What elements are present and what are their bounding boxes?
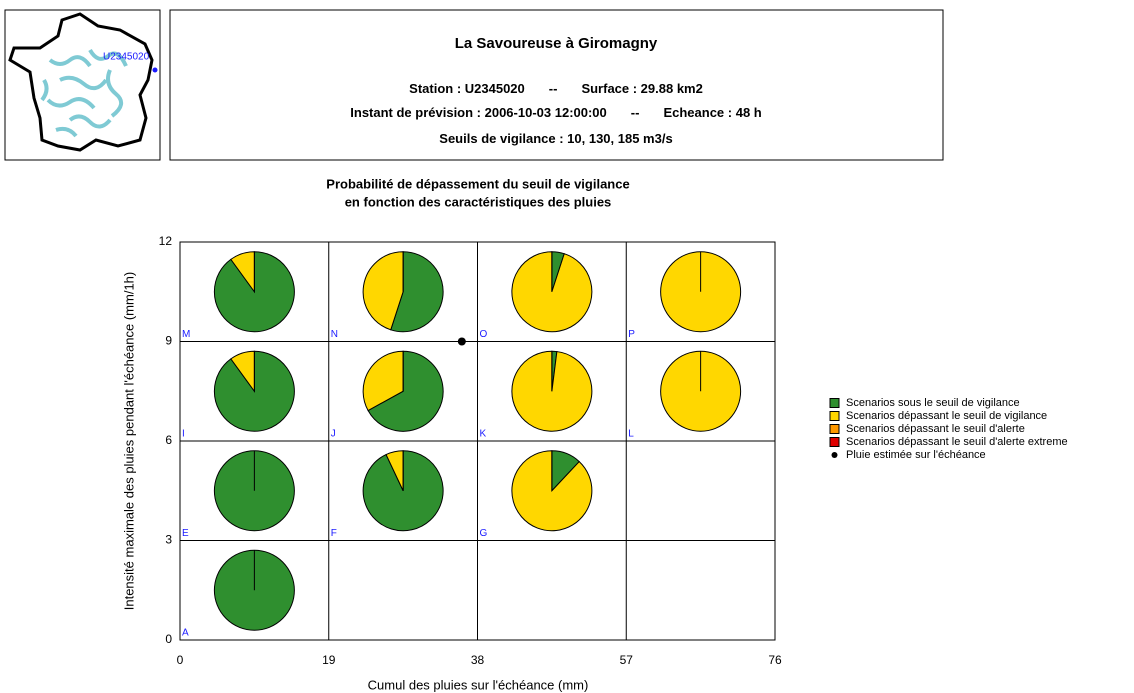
rain-point [457, 337, 466, 346]
cell-label: E [182, 528, 189, 539]
cell-label: P [628, 329, 635, 340]
cell-label: I [182, 429, 185, 440]
pie-slice [362, 350, 404, 412]
pie-slice [390, 251, 444, 333]
legend-label: Scenarios dépassant le seuil de vigilanc… [846, 410, 1047, 422]
map-label: U2345020 [103, 52, 150, 63]
header-part: Echeance : 48 h [663, 105, 761, 120]
header-line: Instant de prévision : 2006-10-03 12:00:… [350, 105, 762, 120]
pie-slice [362, 251, 404, 331]
pie-slice [367, 350, 444, 432]
france-map [8, 12, 158, 152]
y-tick-label: 3 [165, 533, 172, 547]
x-tick-label: 38 [471, 653, 485, 667]
header-line: Seuils de vigilance : 10, 130, 185 m3/s [439, 131, 672, 146]
cell-label: A [182, 628, 189, 639]
legend-swatch [829, 411, 840, 421]
cell-label: J [331, 429, 336, 440]
header-box [169, 9, 944, 161]
legend-label: Scenarios dépassant le seuil d'alerte ex… [846, 436, 1068, 448]
legend-point [831, 452, 838, 458]
header-part: -- [549, 81, 558, 96]
header-part: Station : U2345020 [409, 81, 525, 96]
y-tick-label: 9 [165, 334, 172, 348]
cell-label: O [480, 329, 488, 340]
plot-frame [179, 241, 776, 641]
chart-title: en fonction des caractéristiques des plu… [345, 194, 612, 209]
legend-swatch [829, 398, 840, 408]
y-tick-label: 0 [165, 632, 172, 646]
header-title: La Savoureuse à Giromagny [455, 35, 658, 52]
y-tick-label: 12 [159, 234, 173, 248]
cell-label: M [182, 329, 190, 340]
legend-label: Scenarios dépassant le seuil d'alerte [846, 423, 1025, 435]
cell-label: G [480, 528, 488, 539]
chart-title: Probabilité de dépassement du seuil de v… [326, 176, 629, 191]
x-tick-label: 19 [322, 653, 336, 667]
x-tick-label: 76 [768, 653, 782, 667]
x-tick-label: 0 [177, 653, 184, 667]
cell-label: L [628, 429, 634, 440]
header-part: Instant de prévision : 2006-10-03 12:00:… [350, 105, 607, 120]
cell-label: N [331, 329, 338, 340]
header-part: Surface : 29.88 km2 [581, 81, 702, 96]
header-line: Station : U2345020 -- Surface : 29.88 km2 [409, 81, 703, 96]
y-tick-label: 6 [165, 433, 172, 447]
cell-label: F [331, 528, 337, 539]
legend-swatch [829, 437, 840, 447]
x-tick-label: 57 [620, 653, 634, 667]
cell-label: K [480, 429, 487, 440]
header-part: -- [631, 105, 640, 120]
legend-swatch [829, 424, 840, 434]
legend-label: Pluie estimée sur l'échéance [846, 449, 986, 461]
y-axis-label: Intensité maximale des pluies pendant l'… [121, 272, 136, 611]
header-part: Seuils de vigilance : 10, 130, 185 m3/s [439, 131, 672, 146]
legend-label: Scenarios sous le seuil de vigilance [846, 397, 1020, 409]
x-axis-label: Cumul des pluies sur l'échéance (mm) [368, 677, 589, 692]
